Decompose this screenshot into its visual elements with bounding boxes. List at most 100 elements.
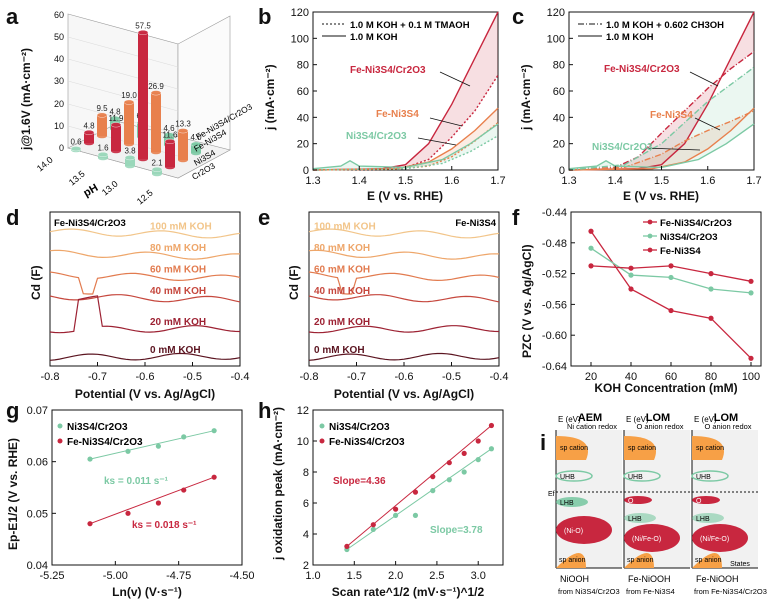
- f-xlabel: KOH Concentration (mM): [594, 381, 737, 395]
- h-point: [412, 512, 419, 519]
- i-metal-o-band: [624, 524, 680, 552]
- d-xtick-label: -0.6: [136, 371, 155, 383]
- c-curve: [568, 107, 755, 171]
- h-point: [475, 438, 481, 444]
- e-curve-label: 20 mM KOH: [314, 317, 370, 328]
- a-bar: [125, 157, 135, 166]
- g-fit-line: [89, 476, 215, 525]
- a-bar-top: [177, 128, 189, 134]
- i-lhb: [556, 497, 588, 507]
- a-bar-value: 2.1: [151, 158, 163, 167]
- a-bar-value: 0.6: [70, 138, 82, 147]
- e-xtick-label: -0.8: [300, 371, 319, 383]
- c-anno-ni3s4-cr2o3: Ni3S4/Cr2O3: [592, 142, 653, 153]
- d-xtick-label: -0.8: [41, 371, 60, 383]
- e-xtick-label: -0.4: [490, 371, 509, 383]
- i-o-label: O: [696, 498, 702, 505]
- i-band-label: sp anion: [627, 557, 654, 564]
- a-bar-value: 4.0: [190, 133, 202, 142]
- c-legend-text: 1.0 M KOH + 0.602 CH3OH: [606, 20, 724, 31]
- b-ytick-label: 120: [291, 7, 309, 19]
- c-curve: [568, 123, 755, 170]
- a-bar-top: [124, 155, 136, 161]
- e-curve-label: 60 mM KOH: [314, 265, 370, 276]
- c-xtick-label: 1.7: [746, 175, 761, 187]
- h-plot: [344, 422, 495, 553]
- a-bar-top: [150, 90, 162, 96]
- a-bar-value: 1.6: [97, 143, 109, 152]
- c-xtick-label: 1.4: [608, 175, 623, 187]
- g-point: [87, 521, 93, 527]
- f-point: [588, 228, 594, 234]
- i-sp-cation: [624, 436, 656, 460]
- i-band-label: (Ni-O): [564, 528, 583, 535]
- a-bar: [84, 132, 94, 143]
- a-ph-label: pH: [82, 182, 101, 200]
- c-xtick-label: 1.5: [654, 175, 669, 187]
- a-bar-value: 4.8: [83, 121, 95, 130]
- i-ef-label: Ef: [548, 491, 555, 498]
- d-curve-label: 0 mM KOH: [150, 345, 201, 356]
- f-xtick-label: 40: [625, 371, 637, 383]
- i-mechanism-title: AEM: [578, 412, 602, 424]
- a-z-tick: 40: [54, 54, 64, 64]
- i-mechanism-title: LOM: [646, 412, 670, 424]
- h-ytick-label: 2: [303, 560, 309, 572]
- h-point: [393, 506, 399, 512]
- d-curve-label: 100 mM KOH: [150, 222, 212, 233]
- a-bar-value: 57.5: [135, 22, 151, 31]
- i-sp-anion: [692, 553, 722, 568]
- f-legend-text: Fe-Ni3S4: [660, 246, 701, 257]
- e-curve-label: 40 mM KOH: [314, 286, 370, 297]
- d-curve-label: 60 mM KOH: [150, 265, 206, 276]
- e-cd-curve: [308, 294, 500, 303]
- a-bar-top: [83, 129, 95, 135]
- i-band-label: sp cation: [696, 445, 724, 452]
- f-legend-marker: [647, 233, 653, 239]
- a-bar-top: [137, 30, 149, 36]
- i-band-label: LHB: [696, 516, 710, 523]
- b-legend-text: 1.0 M KOH: [350, 32, 398, 43]
- b-xticks: 1.3 1.4 1.5 1.6 1.7: [305, 166, 506, 187]
- h-point: [488, 422, 495, 429]
- panel-g-label: g: [6, 398, 19, 423]
- c-ytick-label: 80: [553, 60, 565, 72]
- g-xtick-label: -4.50: [229, 570, 254, 582]
- h-ytick-label: 8: [303, 467, 309, 479]
- c-fill-band: [569, 108, 754, 170]
- e-cd-curve: [308, 249, 500, 260]
- i-mechanism-sub: O anion redox: [704, 422, 751, 431]
- a-z-label: j@1.6V (mA·cm⁻²): [19, 48, 33, 151]
- i-band-label: LHB: [628, 516, 642, 523]
- b-fill-band: [313, 12, 498, 170]
- e-xlabel: Potential (V vs. Ag/AgCl): [334, 387, 474, 401]
- g-point: [155, 443, 161, 449]
- f-ytick-label: -0.60: [542, 330, 567, 342]
- h-point: [488, 446, 495, 452]
- i-band-label: sp cation: [628, 445, 656, 452]
- h-point: [461, 450, 467, 456]
- panel-g: g -5.25 -5.00 -4.75 -4.50 0.040.050.060.07 …: [6, 398, 255, 599]
- f-point: [628, 272, 634, 278]
- c-ytick-label: 60: [553, 86, 565, 98]
- i-states-label: States: [730, 561, 750, 568]
- i-axis-label: E (eV): [558, 415, 581, 424]
- g-ks-red: ks = 0.018 s⁻¹: [132, 520, 197, 531]
- h-ytick-label: 12: [297, 405, 309, 417]
- g-legend-text: Fe-Ni3S4/Cr2O3: [67, 437, 143, 448]
- a-bar: [191, 144, 201, 153]
- d-xticks: -0.8 -0.7 -0.6 -0.5 -0.4: [41, 362, 249, 383]
- b-ytick-label: 20: [297, 139, 309, 151]
- panel-e-label: e: [258, 205, 270, 230]
- e-title: Fe-Ni3S4: [455, 218, 496, 229]
- b-ytick-label: 80: [297, 60, 309, 72]
- i-uhb: [555, 470, 593, 482]
- i-band-label: sp cation: [560, 445, 588, 452]
- panel-f-label: f: [512, 205, 520, 230]
- h-point: [370, 526, 376, 532]
- g-point: [181, 487, 187, 493]
- e-xtick-label: -0.7: [347, 371, 366, 383]
- a-z-tick: 50: [54, 32, 64, 42]
- f-point: [748, 278, 754, 284]
- i-sp-anion: [624, 553, 654, 568]
